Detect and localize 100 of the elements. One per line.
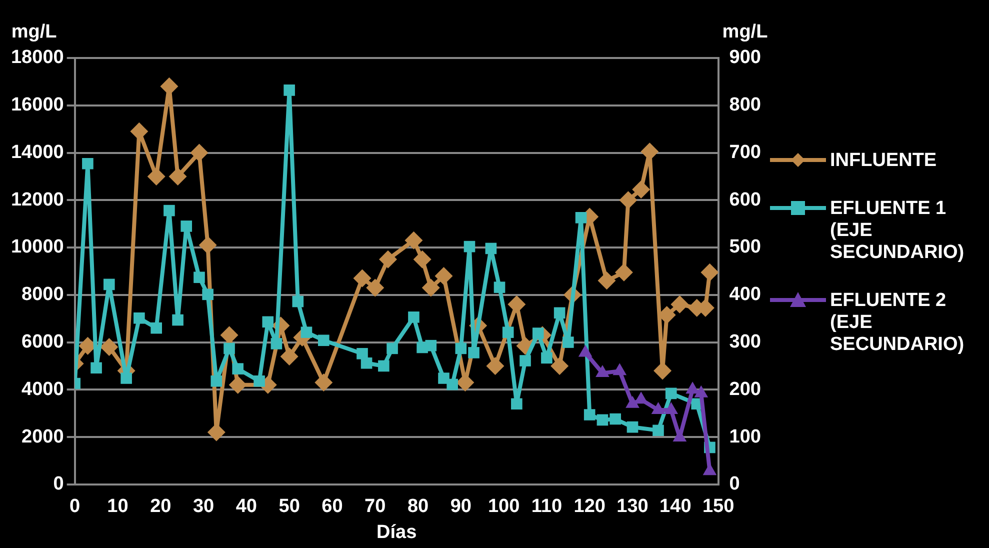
x-tick-label: 60 (322, 496, 343, 518)
point (172, 314, 184, 326)
point (270, 338, 282, 350)
point (598, 272, 616, 290)
point (562, 336, 574, 348)
y-tick-label: 14000 (10, 142, 64, 163)
point (353, 269, 372, 288)
y-tick-label: 16000 (10, 94, 64, 116)
y2-tick-label: 500 (729, 236, 761, 258)
point (468, 347, 480, 358)
point (541, 352, 552, 364)
x-tick-label: 20 (150, 496, 172, 518)
y-axis-title: mg/L (11, 22, 58, 43)
legend-label: EFLUENTE 2 (EJE SECUNDARIO) (830, 290, 966, 356)
point (198, 236, 217, 254)
point (408, 312, 420, 323)
y2-tick-label: 800 (729, 94, 761, 116)
legend-label: EFLUENTE 1 (EJE SECUNDARIO) (830, 198, 966, 264)
x-tick-label: 140 (660, 496, 692, 518)
x-tick-label: 110 (531, 496, 562, 518)
point (130, 122, 148, 140)
point (103, 278, 115, 290)
y2-tick-label: 0 (729, 474, 740, 495)
x-tick-label: 40 (236, 496, 257, 518)
point (228, 376, 247, 394)
point (404, 231, 423, 250)
point (120, 372, 132, 384)
point (224, 342, 235, 354)
point (413, 250, 432, 268)
y-tick-label: 8000 (22, 284, 64, 306)
point (652, 424, 664, 436)
point (314, 374, 333, 392)
x-tick-label: 10 (107, 496, 128, 518)
point (210, 375, 222, 387)
point (626, 421, 638, 433)
y2-tick-label: 400 (729, 284, 761, 306)
y-tick-label: 6000 (22, 332, 64, 352)
point (190, 144, 208, 162)
point (232, 363, 244, 374)
point (164, 204, 175, 216)
point (632, 180, 650, 198)
point (486, 356, 504, 375)
point (168, 167, 187, 186)
point (554, 307, 566, 319)
point (502, 326, 514, 338)
point (280, 347, 298, 366)
point (665, 388, 677, 400)
point (82, 158, 94, 170)
x-tick-label: 80 (407, 496, 429, 518)
point (318, 334, 330, 346)
point (202, 288, 214, 300)
point (207, 423, 226, 442)
y-tick-label: 10000 (10, 236, 64, 258)
point (292, 296, 304, 308)
y-tick-label: 4000 (22, 378, 64, 400)
x-tick-label: 120 (574, 496, 606, 518)
x-tick-label: 130 (616, 496, 648, 518)
point (610, 413, 621, 425)
x-tick-label: 30 (192, 496, 214, 518)
point (194, 272, 205, 284)
y2-axis-title: mg/L (722, 22, 768, 43)
y-tick-label: 18000 (10, 47, 64, 68)
point (520, 355, 531, 366)
x-tick-label: 0 (70, 496, 80, 518)
x-tick-label: 70 (364, 496, 386, 518)
point (700, 263, 718, 282)
point (262, 316, 274, 328)
point (366, 278, 384, 297)
point (422, 278, 440, 297)
y-tick-label: 0 (53, 474, 64, 495)
y2-tick-label: 900 (729, 47, 761, 68)
point (494, 282, 506, 293)
point (446, 378, 458, 390)
point (575, 212, 587, 224)
y2-tick-label: 600 (729, 189, 761, 210)
point (596, 414, 608, 426)
point (100, 338, 118, 356)
y-tick-label: 12000 (10, 189, 64, 210)
point (584, 409, 596, 420)
x-tick-label: 90 (450, 496, 472, 518)
point (180, 220, 192, 232)
point (360, 357, 372, 369)
point (90, 362, 102, 374)
point (378, 360, 390, 372)
point (614, 263, 633, 282)
y-tick-label: 2000 (22, 426, 64, 448)
y2-tick-label: 200 (729, 378, 761, 400)
x-tick-label: 50 (278, 496, 300, 518)
point (425, 340, 437, 352)
point (455, 342, 467, 354)
point (670, 295, 689, 314)
point (464, 240, 476, 252)
legend-label: INFLUENTE (830, 150, 937, 172)
point (134, 312, 145, 324)
x-tick-label: 100 (488, 496, 520, 518)
y2-tick-label: 700 (729, 142, 761, 163)
point (511, 398, 522, 410)
point (550, 356, 569, 375)
y2-tick-label: 100 (729, 426, 761, 448)
point (434, 266, 453, 285)
